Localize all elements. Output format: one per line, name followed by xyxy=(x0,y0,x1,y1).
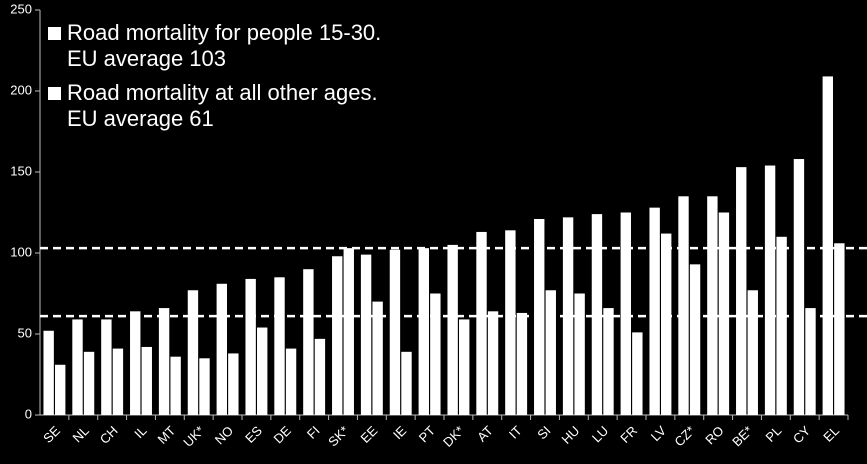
bar xyxy=(199,358,210,415)
bar xyxy=(228,353,239,415)
bar xyxy=(764,165,776,415)
bar xyxy=(822,76,833,416)
bar xyxy=(736,167,747,415)
bar xyxy=(274,277,285,415)
x-tick-label: NO xyxy=(212,423,236,447)
x-tick-label: LU xyxy=(589,423,611,445)
bar xyxy=(43,330,54,415)
x-tick-label: HU xyxy=(559,423,583,447)
y-tick-label: 250 xyxy=(10,1,32,16)
x-tick-label: IE xyxy=(390,423,410,443)
bar xyxy=(158,308,170,415)
x-tick-label: FI xyxy=(304,423,323,442)
x-tick-label: NL xyxy=(69,423,91,445)
legend-label: Road mortality at all other ages. EU ave… xyxy=(67,80,378,131)
bar xyxy=(257,327,268,415)
bar xyxy=(389,249,401,415)
bar xyxy=(632,332,643,415)
bar xyxy=(303,269,314,415)
x-tick-label: PT xyxy=(416,423,438,445)
legend-label: Road mortality for people 15-30. EU aver… xyxy=(67,20,382,71)
legend-swatch xyxy=(48,87,61,100)
legend-swatch xyxy=(48,27,61,40)
x-tick-label: CZ* xyxy=(671,423,697,449)
bar xyxy=(72,319,83,415)
bar xyxy=(83,351,95,415)
bar xyxy=(574,293,585,415)
bar xyxy=(447,244,458,415)
legend-entry: Road mortality at all other ages. EU ave… xyxy=(48,80,381,132)
bar xyxy=(332,256,343,415)
x-tick-label: SE xyxy=(40,423,63,446)
bar xyxy=(141,346,152,415)
x-tick-label: LV xyxy=(648,423,669,444)
y-tick-label: 0 xyxy=(25,406,32,421)
bar xyxy=(285,348,297,415)
bar xyxy=(776,236,787,415)
legend: Road mortality for people 15-30. EU aver… xyxy=(48,20,381,140)
bar xyxy=(245,278,256,415)
x-tick-label: MT xyxy=(155,423,179,447)
bar xyxy=(649,207,660,415)
x-tick-label: SI xyxy=(534,423,553,442)
x-tick-label: BE* xyxy=(729,423,755,449)
bar xyxy=(661,233,672,415)
bar xyxy=(591,214,603,415)
bar xyxy=(747,290,758,415)
x-tick-label: UK* xyxy=(180,423,207,450)
bar xyxy=(562,217,574,415)
x-tick-label: IL xyxy=(131,423,149,441)
x-tick-label: AT xyxy=(474,423,496,445)
bar xyxy=(834,243,845,415)
bar xyxy=(343,248,354,415)
x-tick-label: CY xyxy=(790,423,814,447)
y-tick-label: 200 xyxy=(10,82,32,97)
bar xyxy=(55,364,66,415)
x-tick-label: SK* xyxy=(325,423,351,449)
bar xyxy=(505,230,516,415)
bar xyxy=(112,348,124,415)
y-tick-label: 100 xyxy=(10,244,32,259)
bar xyxy=(170,356,181,415)
bar xyxy=(545,290,556,415)
bar xyxy=(487,311,499,415)
bar xyxy=(216,283,227,415)
bar xyxy=(678,196,689,415)
x-tick-label: PL xyxy=(763,423,785,445)
bar xyxy=(401,351,412,415)
bar xyxy=(372,301,383,415)
x-tick-label: EE xyxy=(358,423,381,446)
bar xyxy=(689,264,701,415)
bar xyxy=(793,159,805,415)
bar xyxy=(718,212,730,415)
bar xyxy=(805,308,816,415)
bar xyxy=(516,312,528,415)
bar xyxy=(314,338,326,415)
x-tick-label: EL xyxy=(820,423,842,445)
legend-entry: Road mortality for people 15-30. EU aver… xyxy=(48,20,381,72)
y-tick-label: 150 xyxy=(10,163,32,178)
bar xyxy=(130,311,141,415)
bar xyxy=(620,212,631,415)
bar xyxy=(418,248,429,415)
y-tick-label: 50 xyxy=(18,325,32,340)
bar xyxy=(476,231,487,415)
bar xyxy=(459,319,470,415)
bar xyxy=(707,196,718,415)
x-tick-label: DE xyxy=(270,423,294,447)
x-tick-label: FR xyxy=(617,423,640,446)
x-tick-label: IT xyxy=(506,423,525,442)
bar xyxy=(187,290,199,415)
bar xyxy=(603,308,614,415)
bar xyxy=(430,293,441,415)
bar xyxy=(360,254,372,415)
x-tick-label: CH xyxy=(97,423,121,447)
bar xyxy=(101,319,112,415)
x-tick-label: ES xyxy=(242,423,265,446)
x-tick-label: RO xyxy=(702,423,726,447)
x-tick-label: DK* xyxy=(440,423,467,450)
